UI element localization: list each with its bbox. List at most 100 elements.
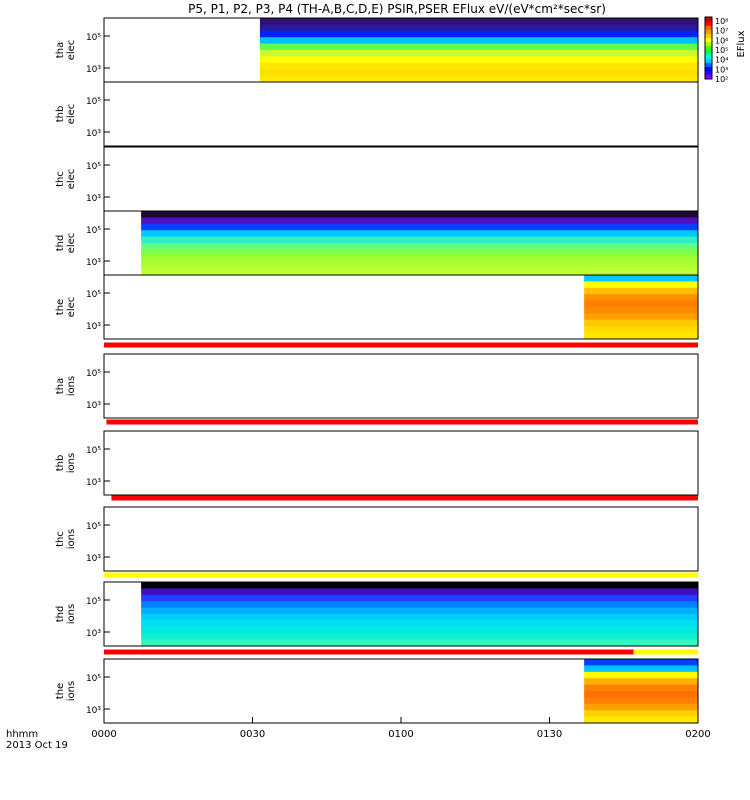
panel-thb-ions: 10⁵ 10³ thb ions: [55, 430, 699, 496]
mode-bar-segment: [106, 419, 699, 425]
spectrogram-band: [259, 69, 698, 77]
panel-probe-label: tha: [55, 378, 66, 394]
spectrogram-band: [584, 710, 698, 718]
spectrogram-band: [259, 50, 698, 57]
time-axis-label-hhmm: hhmm: [6, 729, 38, 740]
colorbar-tick-label: 10⁷: [715, 27, 728, 36]
colorbar-swatch: [705, 21, 712, 26]
time-axis: 0000 0030 0100 0130 0200: [91, 717, 711, 740]
spectrogram-band: [141, 236, 698, 244]
panel-probe-label: thc: [55, 531, 66, 547]
y-tick-label: 10³: [86, 401, 101, 411]
panel-species-label: elec: [66, 104, 77, 125]
spectrogram-band: [141, 249, 698, 257]
panel-frame: [103, 430, 699, 496]
y-tick-label: 10³: [86, 194, 101, 204]
mode-bar-segment: [104, 649, 634, 655]
spectrogram-band: [584, 678, 698, 686]
y-tick-label: 10³: [86, 478, 101, 488]
spectrogram-band: [141, 582, 698, 589]
panel-the-elec: 10⁵ 10³ the elec: [55, 274, 699, 340]
y-tick-label: 10⁵: [86, 162, 101, 172]
colorbar-swatch: [705, 66, 712, 72]
spectrogram-band: [584, 684, 698, 692]
x-tick-label: 0100: [388, 729, 413, 740]
spectrogram-band: [259, 30, 698, 38]
panel-frame: [103, 581, 699, 647]
spectrogram-band: [141, 607, 698, 615]
spectrogram-band: [584, 313, 698, 321]
spectrogram-band: [584, 294, 698, 302]
figure-title: P5, P1, P2, P3, P4 (TH-A,B,C,D,E) PSIR,P…: [188, 2, 606, 16]
x-tick-label: 0130: [537, 729, 562, 740]
colorbar-swatch: [705, 29, 712, 34]
spectrogram-band: [141, 639, 698, 647]
mode-bar-segment: [111, 495, 699, 501]
spectrogram-band: [141, 268, 698, 276]
spectrogram-band: [584, 716, 698, 724]
time-axis-label-date: 2013 Oct 19: [6, 740, 68, 751]
spectrogram-band: [584, 281, 698, 289]
spectrogram-band: [259, 75, 698, 83]
spectrogram-band: [141, 601, 698, 609]
spectrogram-band: [141, 217, 698, 225]
y-tick-label: 10⁵: [86, 97, 101, 107]
panel-frame: [103, 146, 699, 212]
colorbar-swatch: [705, 62, 712, 67]
spectrogram-band: [141, 223, 698, 231]
x-tick-label: 0030: [240, 729, 265, 740]
y-tick-label: 10³: [86, 322, 101, 332]
colorbar-swatch: [705, 45, 712, 51]
colorbar-tick-label: 10⁴: [715, 56, 728, 65]
y-tick-label: 10³: [86, 629, 101, 639]
panel-the-ions: 10⁵ 10³ the ions: [55, 658, 699, 724]
panel-species-label: elec: [66, 169, 77, 190]
panel-frame: [103, 274, 699, 340]
spectrogram-band: [141, 620, 698, 628]
y-tick-label: 10³: [86, 129, 101, 139]
panel-probe-label: tha: [55, 42, 66, 58]
spectrogram-band: [141, 262, 698, 270]
spectrogram-band: [584, 703, 698, 711]
spectrogram-band: [141, 211, 698, 218]
colorbar-frame: [704, 16, 713, 80]
panel-probe-label: the: [55, 683, 66, 699]
panel-species-label: elec: [66, 297, 77, 318]
panel-thd-elec: 10⁵ 10³ thd elec: [55, 210, 699, 276]
colorbar-swatch: [705, 74, 712, 80]
colorbar-swatch: [705, 54, 712, 59]
spectrogram-band: [141, 614, 698, 621]
panel-species-label: elec: [66, 40, 77, 61]
y-tick-label: 10⁵: [86, 522, 101, 532]
panel-species-label: ions: [66, 681, 77, 701]
y-tick-label: 10⁵: [86, 33, 101, 43]
spectrogram-band: [259, 24, 698, 32]
y-tick-label: 10³: [86, 554, 101, 564]
spectrogram-band: [259, 18, 698, 25]
spectrogram-band: [584, 307, 698, 314]
spectrogram-band: [584, 659, 698, 666]
colorbar-swatch: [705, 70, 712, 76]
panel-probe-label: thb: [55, 106, 66, 123]
panel-probe-label: thd: [55, 606, 66, 623]
spectrogram-band: [259, 43, 698, 51]
colorbar-swatch: [705, 50, 712, 55]
mode-bar-segment: [104, 342, 698, 348]
spectrogram-band: [584, 287, 698, 295]
panel-frame: [103, 81, 699, 147]
panel-thc-elec: 10⁵ 10³ thc elec: [55, 146, 699, 212]
spectrogram-band: [584, 275, 698, 282]
panel-frame: [103, 353, 699, 419]
y-tick-label: 10⁵: [86, 290, 101, 300]
spectrogram-band: [141, 230, 698, 238]
colorbar-swatch: [705, 58, 712, 63]
colorbar-tick-label: 10³: [715, 65, 728, 74]
y-tick-label: 10³: [86, 706, 101, 716]
mode-bars: [104, 342, 699, 655]
spectrogram-band: [259, 62, 698, 70]
colorbar-label: EFlux: [736, 30, 747, 57]
mode-bar-segment: [633, 649, 698, 655]
